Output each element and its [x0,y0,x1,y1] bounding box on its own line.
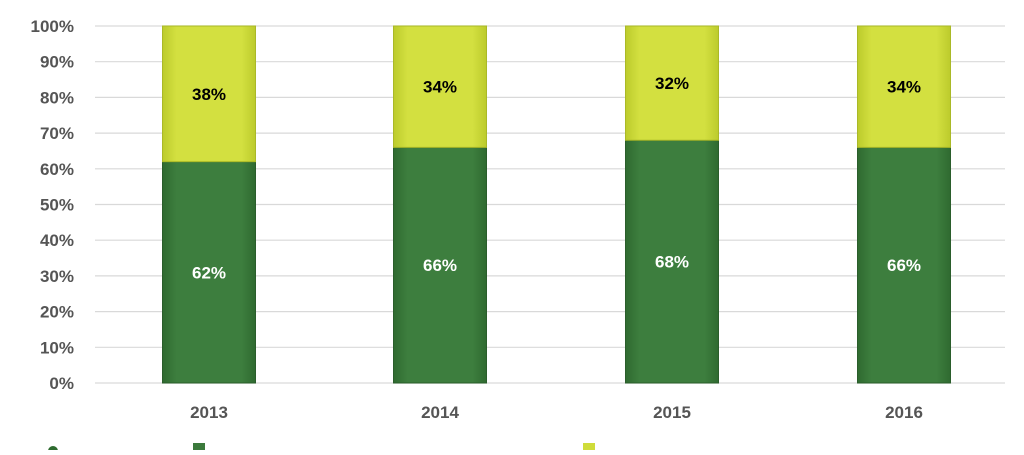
bars [162,25,951,384]
bar-segment [162,25,256,163]
y-tick-label: 80% [40,88,74,107]
x-axis-ticks: 2013 2014 2015 2016 [190,403,923,422]
bar-segment [162,161,256,384]
bar-segment [857,146,951,384]
y-tick-label: 90% [40,53,74,72]
data-label: 32% [655,74,689,93]
y-tick-label: 10% [40,338,74,357]
data-label: 66% [887,256,921,275]
y-tick-label: 60% [40,160,74,179]
x-tick-label: 2014 [421,403,459,422]
data-label: 68% [655,253,689,272]
y-tick-label: 100% [31,17,74,36]
data-label: 62% [192,263,226,282]
legend-swatch-series-1 [193,443,205,455]
data-label: 34% [423,78,457,97]
bar-segment [393,146,487,384]
legend-marker-dot [48,446,58,455]
y-tick-label: 40% [40,231,74,250]
x-tick-label: 2013 [190,403,228,422]
data-label: 34% [887,78,921,97]
y-tick-label: 0% [49,374,74,393]
data-label: 38% [192,85,226,104]
bar-segment [393,25,487,148]
legend [48,443,595,455]
data-label: 66% [423,256,457,275]
bar-segment [625,139,719,384]
x-tick-label: 2015 [653,403,691,422]
x-tick-label: 2016 [885,403,923,422]
y-tick-label: 70% [40,124,74,143]
y-tick-label: 30% [40,267,74,286]
bar-segment [857,25,951,148]
data-labels: 62% 38% 66% 34% 68% 32% 66% 34% [192,74,921,282]
y-tick-label: 50% [40,196,74,215]
bar-segment [625,25,719,141]
y-tick-label: 20% [40,303,74,322]
y-axis-ticks: 0% 10% 20% 30% 40% 50% 60% 70% 80% 90% 100% [31,17,74,393]
legend-swatch-series-2 [583,443,595,455]
